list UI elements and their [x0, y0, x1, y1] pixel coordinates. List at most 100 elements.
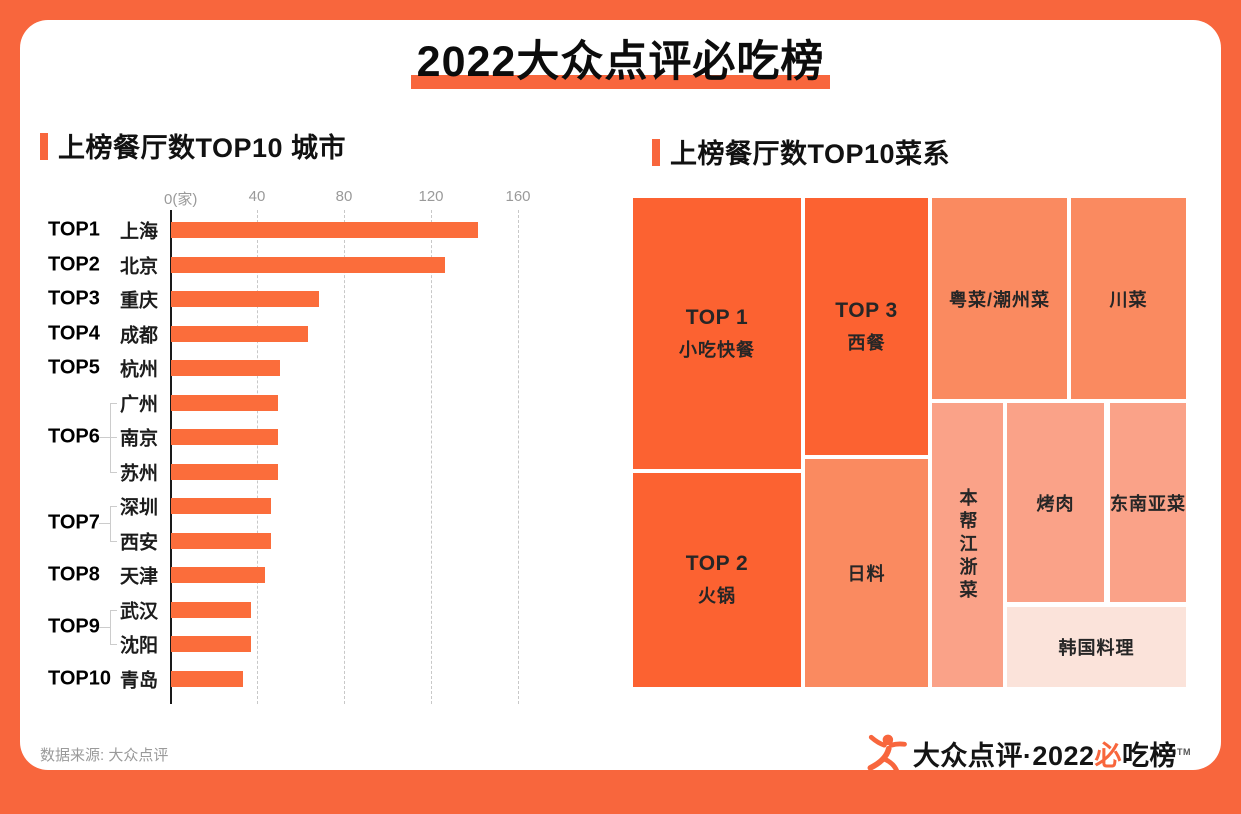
treemap-cuisine-label: 东南亚菜	[1110, 493, 1186, 514]
city-label: 上海	[120, 221, 159, 243]
city-bar-chart: 0(家) 40 80 120 160 上海 北京 重庆 成都 杭州 广州 南京 苏州 深圳 西安 天津 武汉 沈阳…	[20, 20, 1221, 770]
section-heading-cities: 上榜餐厅数TOP10 城市	[40, 126, 346, 165]
page-title-text: 2022大众点评必吃榜	[410, 38, 830, 90]
logo-tm: TM	[1177, 746, 1191, 757]
treemap-block: 粤菜/潮州菜	[932, 198, 1067, 399]
treemap-cuisine-label: 韩国料理	[1058, 638, 1135, 658]
rank-label: TOP5	[48, 356, 100, 379]
bracket-tick	[110, 437, 117, 438]
treemap-rank-label: TOP 2	[685, 552, 749, 575]
city-label: 成都	[120, 325, 159, 346]
treemap-block: 韩国料理	[1007, 607, 1186, 687]
bar	[171, 429, 278, 445]
rank-label: TOP8	[48, 563, 100, 586]
city-label: 青岛	[120, 670, 159, 691]
city-label: 杭州	[120, 359, 159, 381]
bracket-line	[110, 506, 111, 541]
heading-marker-icon	[40, 133, 48, 160]
treemap-rank-label: TOP 1	[685, 305, 749, 329]
bracket-tick	[110, 506, 117, 507]
grid-line	[431, 210, 432, 704]
bar	[171, 360, 280, 376]
treemap-cuisine-label: 粤菜/潮州菜	[948, 289, 1050, 310]
city-label: 南京	[120, 428, 159, 450]
city-label: 重庆	[120, 290, 159, 312]
bar	[171, 601, 251, 618]
section-heading-cuisines: 上榜餐厅数TOP10菜系	[652, 132, 950, 171]
treemap-block: 日料	[805, 459, 928, 687]
rank-label: TOP10	[48, 667, 111, 689]
bar	[171, 291, 319, 307]
bar	[171, 532, 271, 549]
grid-line	[344, 210, 345, 704]
bar	[171, 636, 251, 652]
cuisine-treemap: TOP 1 小吃快餐 TOP 2 火锅 TOP 3 西餐日料 粤菜/潮州菜 川菜本帮江浙菜 烤肉…	[633, 198, 1186, 687]
bar	[171, 498, 271, 514]
treemap-rank-label: TOP 3	[835, 298, 898, 322]
bar	[171, 325, 308, 342]
axis-zero-line	[170, 210, 172, 704]
data-source-note: 数据来源: 大众点评	[40, 747, 169, 764]
city-label: 广州	[120, 394, 159, 415]
bar	[171, 394, 278, 411]
rank-label: TOP1	[48, 218, 100, 241]
city-label: 北京	[120, 256, 159, 277]
treemap-cuisine-label: 日料	[847, 564, 886, 584]
logo-chibang: 吃榜	[1122, 740, 1177, 771]
treemap-block: TOP 1 小吃快餐	[633, 198, 801, 469]
treemap-block: 川菜	[1071, 198, 1186, 399]
city-label: 天津	[120, 566, 159, 588]
infographic-card: 2022大众点评必吃榜 上榜餐厅数TOP10 城市 上榜餐厅数TOP10菜系 0…	[20, 20, 1221, 773]
treemap-block: TOP 2 火锅	[633, 473, 801, 687]
axis-tick-label: 80	[335, 188, 353, 205]
bracket-tick	[99, 626, 110, 628]
city-label: 苏州	[120, 463, 159, 484]
treemap-cuisine-label: 本帮江浙菜	[957, 487, 978, 603]
rank-label: TOP2	[48, 253, 100, 275]
bar	[171, 463, 278, 480]
bar	[171, 567, 265, 583]
axis-tick-label: 160	[505, 188, 531, 205]
bracket-tick	[110, 540, 117, 542]
grid-line	[518, 210, 519, 704]
bracket-tick	[110, 644, 117, 645]
treemap-block: 本帮江浙菜	[932, 403, 1003, 687]
logo-dot: ·	[1022, 740, 1033, 771]
bracket-tick	[110, 402, 117, 404]
rank-label: TOP4	[48, 322, 100, 344]
city-label: 武汉	[120, 601, 159, 622]
logo-year: 2022	[1032, 740, 1095, 771]
city-label: 沈阳	[120, 635, 159, 657]
grid-line	[257, 210, 258, 704]
treemap-cuisine-label: 烤肉	[1036, 493, 1075, 514]
treemap-block: 东南亚菜	[1110, 403, 1186, 602]
logo-brand: 大众点评	[912, 740, 1023, 771]
bar	[171, 670, 243, 687]
rank-label: TOP7	[48, 511, 100, 534]
rank-label: TOP6	[48, 425, 100, 448]
axis-tick-label: 40	[248, 188, 266, 205]
bracket-tick	[110, 609, 117, 611]
logo-text: 大众点评·2022必吃榜TM	[913, 734, 1191, 773]
treemap-cuisine-label: 川菜	[1109, 289, 1148, 310]
bracket-tick	[99, 523, 110, 525]
city-label: 深圳	[120, 497, 159, 519]
bracket-tick	[110, 471, 117, 473]
rank-label: TOP9	[48, 615, 100, 638]
bar	[171, 256, 445, 273]
bracket-tick	[99, 437, 110, 438]
bar	[171, 222, 478, 238]
axis-tick-label: 0(家)	[164, 191, 198, 208]
page-title: 2022大众点评必吃榜	[20, 38, 1221, 90]
section-heading-cuisines-text: 上榜餐厅数TOP10菜系	[670, 139, 951, 169]
treemap-cuisine-label: 小吃快餐	[679, 339, 755, 360]
treemap-cuisine-label: 西餐	[847, 332, 886, 353]
logo-bi: 必	[1094, 740, 1122, 771]
axis-tick-label: 120	[418, 188, 444, 205]
treemap-block: TOP 3 西餐	[805, 198, 928, 455]
dianping-mascot-icon	[867, 734, 907, 773]
section-heading-cities-text: 上榜餐厅数TOP10 城市	[58, 133, 347, 163]
heading-marker-icon	[652, 139, 660, 166]
rank-label: TOP3	[48, 287, 100, 310]
brand-logo: 大众点评·2022必吃榜TM	[866, 732, 1191, 774]
